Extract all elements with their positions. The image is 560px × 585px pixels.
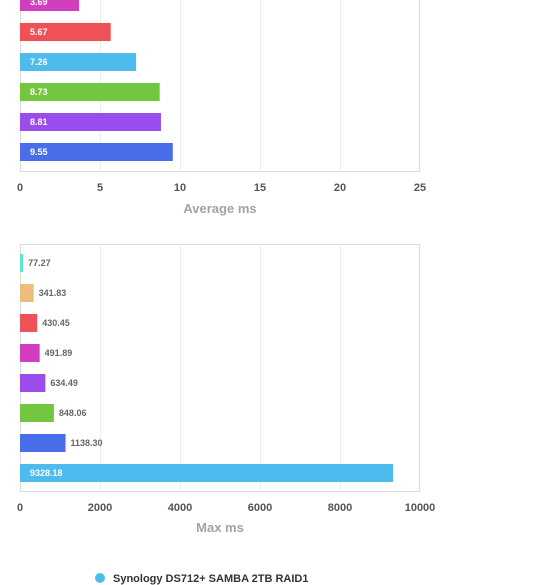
plot-frame — [20, 244, 420, 492]
x-tick-label: 20 — [334, 182, 346, 194]
bar-value-label: 491.89 — [45, 348, 73, 358]
bar — [20, 83, 160, 101]
bar-value-label: 77.27 — [28, 258, 51, 268]
bar — [20, 374, 46, 392]
bar — [20, 143, 173, 161]
bar — [20, 404, 54, 422]
bar-value-label: 634.49 — [50, 378, 78, 388]
legend-label: Synology DS712+ SAMBA 2TB RAID1 — [113, 573, 309, 585]
legend-marker — [95, 573, 105, 583]
bar-value-label: 8.73 — [30, 87, 48, 97]
bar — [20, 53, 137, 71]
bar — [20, 434, 66, 452]
bar-value-label: 5.67 — [30, 27, 48, 37]
bar-value-label: 848.06 — [59, 408, 87, 418]
bar — [20, 0, 80, 11]
x-tick-label: 15 — [254, 182, 266, 194]
x-tick-label: 2000 — [88, 502, 112, 514]
bar — [20, 23, 111, 41]
bar — [20, 113, 161, 131]
x-tick-label: 5 — [97, 182, 103, 194]
bar-value-label: 7.26 — [30, 57, 48, 67]
bar — [20, 254, 24, 272]
bar-value-label: 8.81 — [30, 117, 48, 127]
x-tick-label: 8000 — [328, 502, 352, 514]
bar — [20, 314, 38, 332]
bar — [20, 284, 34, 302]
bar — [20, 344, 40, 362]
bar-value-label: 9.55 — [30, 147, 48, 157]
x-tick-label: 25 — [414, 182, 426, 194]
bar-value-label: 1138.30 — [71, 438, 103, 448]
plot-frame — [20, 0, 420, 172]
x-axis-title: Max ms — [196, 520, 244, 535]
x-tick-label: 10 — [174, 182, 186, 194]
bar-value-label: 3.69 — [30, 0, 48, 7]
x-tick-label: 4000 — [168, 502, 192, 514]
bar-value-label: 9328.18 — [30, 468, 63, 478]
x-tick-label: 0 — [17, 502, 23, 514]
x-tick-label: 10000 — [405, 502, 436, 514]
bar — [20, 464, 394, 482]
x-axis-title: Average ms — [183, 201, 256, 216]
bar-value-label: 430.45 — [42, 318, 70, 328]
x-tick-label: 6000 — [248, 502, 272, 514]
bar-value-label: 341.83 — [39, 288, 67, 298]
x-tick-label: 0 — [17, 182, 23, 194]
